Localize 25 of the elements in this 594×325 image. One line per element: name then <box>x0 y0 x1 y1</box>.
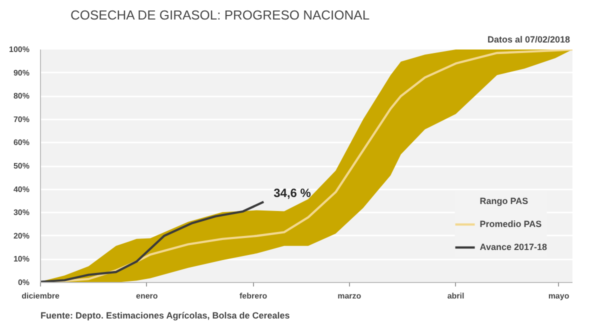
source-note: Fuente: Depto. Estimaciones Agrícolas, Bolsa de Cereales <box>40 310 290 320</box>
y-tick-label: 20% <box>13 231 30 240</box>
y-tick-label: 50% <box>13 162 30 170</box>
y-tick-label: 60% <box>13 138 30 148</box>
x-tick-label: marzo <box>338 292 362 300</box>
y-tick-label: 0% <box>18 278 30 287</box>
line-series <box>40 200 265 282</box>
chart-title: COSECHA DE GIRASOL: PROGRESO NACIONAL <box>70 8 370 22</box>
text: Datos al 07/02/2018 <box>487 34 570 44</box>
x-tick-label: abril <box>447 292 464 300</box>
y-tick-label: 100% <box>9 45 30 54</box>
x-tick-label: febrero <box>240 292 268 300</box>
legend-label: Avance 2017-18 <box>480 242 547 252</box>
annotation: 34,6 % <box>274 186 312 200</box>
annotation: Rango PAS <box>480 196 528 206</box>
y-tick-label: 10% <box>13 254 30 264</box>
legend-label: Promedio PAS <box>480 219 542 229</box>
y-tick-label: 80% <box>13 92 30 101</box>
y-tick-label: 70% <box>13 114 30 124</box>
y-tick-label: 40% <box>13 184 30 194</box>
y-tick-label: 90% <box>13 68 30 78</box>
x-tick-label: enero <box>136 292 158 300</box>
x-tick-label: mayo <box>548 292 570 300</box>
x-tick-label: diciembre <box>22 292 60 300</box>
y-tick-label: 30% <box>13 208 30 218</box>
